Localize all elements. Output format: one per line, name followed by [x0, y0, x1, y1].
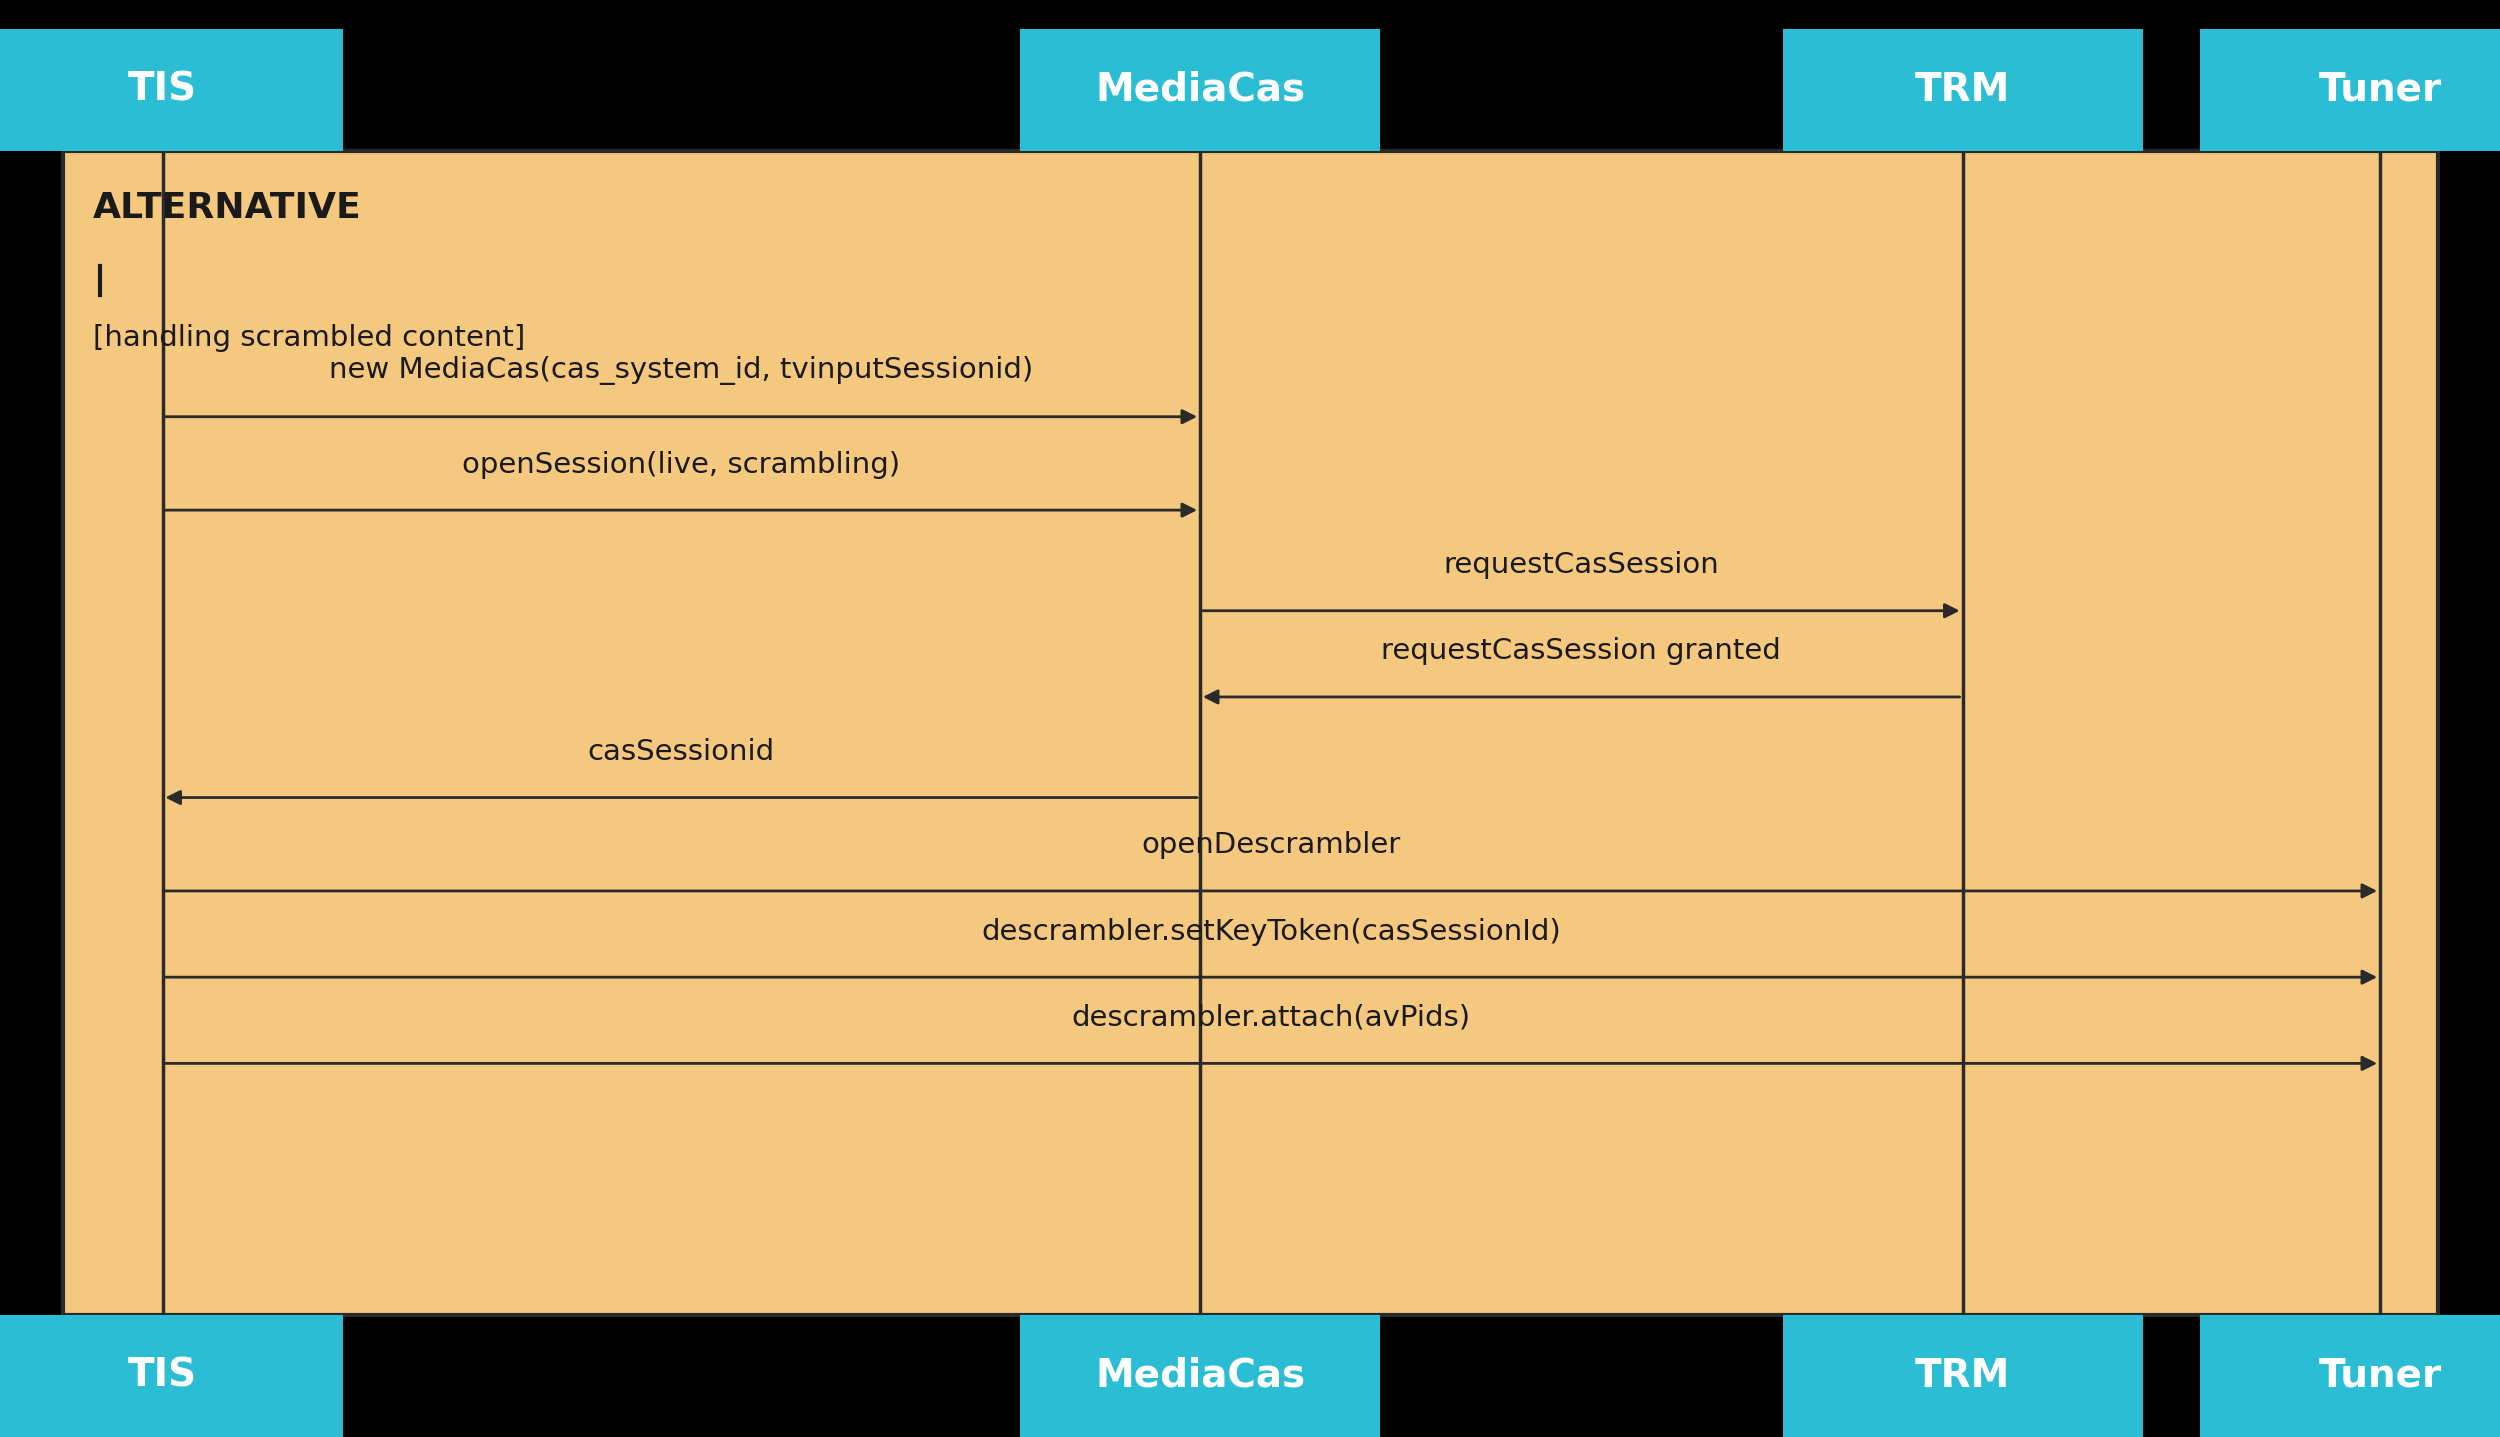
Bar	[1020, 1315, 1380, 1437]
Text: MediaCas: MediaCas	[1095, 1357, 1305, 1395]
Bar	[2200, 29, 2500, 151]
Text: [handling scrambled content]: [handling scrambled content]	[92, 323, 525, 352]
Text: TIS: TIS	[127, 1357, 198, 1395]
Bar	[0, 29, 342, 151]
Text: casSessionid: casSessionid	[588, 739, 775, 766]
Text: openSession(live, scrambling): openSession(live, scrambling)	[462, 451, 900, 479]
Text: TIS: TIS	[127, 70, 198, 109]
Text: TRM: TRM	[1915, 1357, 2010, 1395]
Bar	[0, 1315, 342, 1437]
Bar	[2200, 1315, 2500, 1437]
Text: requestCasSession granted: requestCasSession granted	[1383, 638, 1780, 665]
Bar	[1782, 1315, 2142, 1437]
Bar	[1020, 29, 1380, 151]
Text: descrambler.setKeyToken(casSessionId): descrambler.setKeyToken(casSessionId)	[982, 918, 1560, 946]
Bar	[62, 151, 2438, 1315]
Text: Tuner: Tuner	[2318, 70, 2442, 109]
Text: openDescrambler: openDescrambler	[1142, 832, 1400, 859]
Text: requestCasSession: requestCasSession	[1442, 552, 1720, 579]
Text: Tuner: Tuner	[2318, 1357, 2442, 1395]
Bar	[1782, 29, 2142, 151]
Text: descrambler.attach(avPids): descrambler.attach(avPids)	[1072, 1004, 1470, 1032]
Text: TRM: TRM	[1915, 70, 2010, 109]
Text: MediaCas: MediaCas	[1095, 70, 1305, 109]
Text: ALTERNATIVE: ALTERNATIVE	[92, 191, 362, 226]
Text: new MediaCas(cas_system_id, tvinputSessionid): new MediaCas(cas_system_id, tvinputSessi…	[330, 356, 1032, 385]
